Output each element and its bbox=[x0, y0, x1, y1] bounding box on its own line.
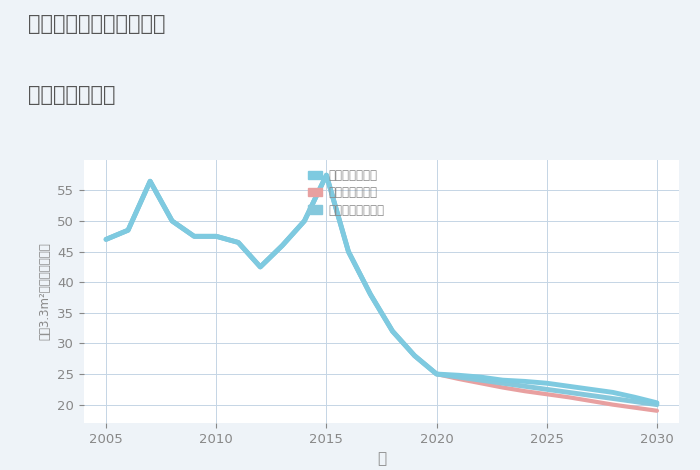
グッドシナリオ bbox=[256, 264, 265, 270]
バッドシナリオ bbox=[344, 249, 353, 254]
グッドシナリオ bbox=[146, 179, 154, 184]
ノーマルシナリオ bbox=[124, 227, 132, 233]
ノーマルシナリオ bbox=[146, 179, 154, 184]
バッドシナリオ bbox=[410, 353, 419, 359]
ノーマルシナリオ bbox=[344, 249, 353, 254]
ノーマルシナリオ bbox=[542, 386, 551, 392]
Text: 土地の価格推移: 土地の価格推移 bbox=[28, 85, 116, 105]
グッドシナリオ bbox=[389, 329, 397, 334]
グッドシナリオ bbox=[498, 377, 507, 383]
バッドシナリオ bbox=[146, 179, 154, 184]
バッドシナリオ bbox=[653, 408, 662, 414]
ノーマルシナリオ bbox=[631, 399, 639, 404]
グッドシナリオ bbox=[477, 374, 485, 380]
バッドシナリオ bbox=[609, 402, 617, 407]
バッドシナリオ bbox=[521, 388, 529, 394]
グッドシナリオ bbox=[565, 384, 573, 389]
グッドシナリオ bbox=[587, 386, 595, 392]
グッドシナリオ bbox=[542, 380, 551, 386]
ノーマルシナリオ bbox=[322, 172, 330, 178]
バッドシナリオ bbox=[433, 371, 441, 377]
グッドシナリオ bbox=[190, 234, 198, 239]
バッドシナリオ bbox=[498, 384, 507, 390]
バッドシナリオ bbox=[477, 380, 485, 386]
グッドシナリオ bbox=[124, 227, 132, 233]
グッドシナリオ bbox=[433, 371, 441, 377]
ノーマルシナリオ bbox=[433, 371, 441, 377]
グッドシナリオ bbox=[212, 234, 220, 239]
バッドシナリオ bbox=[124, 227, 132, 233]
バッドシナリオ bbox=[389, 329, 397, 334]
Line: ノーマルシナリオ: ノーマルシナリオ bbox=[106, 175, 657, 405]
バッドシナリオ bbox=[542, 392, 551, 397]
グッドシナリオ bbox=[234, 240, 242, 245]
グッドシナリオ bbox=[168, 218, 176, 224]
ノーマルシナリオ bbox=[278, 243, 286, 248]
ノーマルシナリオ bbox=[477, 377, 485, 383]
グッドシナリオ bbox=[300, 218, 309, 224]
バッドシナリオ bbox=[168, 218, 176, 224]
グッドシナリオ bbox=[344, 249, 353, 254]
グッドシナリオ bbox=[278, 243, 286, 248]
バッドシナリオ bbox=[587, 398, 595, 404]
バッドシナリオ bbox=[190, 234, 198, 239]
グッドシナリオ bbox=[322, 172, 330, 178]
Y-axis label: 坪（3.3m²）単価（万円）: 坪（3.3m²）単価（万円） bbox=[38, 243, 52, 340]
グッドシナリオ bbox=[609, 390, 617, 395]
グッドシナリオ bbox=[631, 394, 639, 400]
バッドシナリオ bbox=[454, 376, 463, 382]
グッドシナリオ bbox=[521, 378, 529, 384]
グッドシナリオ bbox=[454, 372, 463, 378]
ノーマルシナリオ bbox=[498, 380, 507, 386]
ノーマルシナリオ bbox=[102, 236, 110, 242]
ノーマルシナリオ bbox=[653, 402, 662, 407]
バッドシナリオ bbox=[631, 405, 639, 410]
バッドシナリオ bbox=[234, 240, 242, 245]
グッドシナリオ bbox=[653, 400, 662, 406]
グッドシナリオ bbox=[102, 236, 110, 242]
ノーマルシナリオ bbox=[300, 218, 309, 224]
バッドシナリオ bbox=[322, 172, 330, 178]
バッドシナリオ bbox=[256, 264, 265, 270]
バッドシナリオ bbox=[278, 243, 286, 248]
バッドシナリオ bbox=[366, 292, 375, 298]
グッドシナリオ bbox=[366, 292, 375, 298]
Line: バッドシナリオ: バッドシナリオ bbox=[106, 175, 657, 411]
グッドシナリオ bbox=[410, 353, 419, 359]
ノーマルシナリオ bbox=[454, 374, 463, 380]
ノーマルシナリオ bbox=[212, 234, 220, 239]
バッドシナリオ bbox=[212, 234, 220, 239]
バッドシナリオ bbox=[565, 394, 573, 400]
ノーマルシナリオ bbox=[565, 390, 573, 395]
ノーマルシナリオ bbox=[168, 218, 176, 224]
Text: 愛知県江南市中般若町の: 愛知県江南市中般若町の bbox=[28, 14, 165, 34]
バッドシナリオ bbox=[300, 218, 309, 224]
バッドシナリオ bbox=[102, 236, 110, 242]
ノーマルシナリオ bbox=[410, 353, 419, 359]
ノーマルシナリオ bbox=[256, 264, 265, 270]
ノーマルシナリオ bbox=[389, 329, 397, 334]
ノーマルシナリオ bbox=[609, 396, 617, 401]
X-axis label: 年: 年 bbox=[377, 451, 386, 466]
ノーマルシナリオ bbox=[587, 392, 595, 398]
ノーマルシナリオ bbox=[234, 240, 242, 245]
ノーマルシナリオ bbox=[190, 234, 198, 239]
Line: グッドシナリオ: グッドシナリオ bbox=[106, 175, 657, 403]
ノーマルシナリオ bbox=[521, 384, 529, 389]
Legend: グッドシナリオ, バッドシナリオ, ノーマルシナリオ: グッドシナリオ, バッドシナリオ, ノーマルシナリオ bbox=[304, 166, 388, 220]
ノーマルシナリオ bbox=[366, 292, 375, 298]
